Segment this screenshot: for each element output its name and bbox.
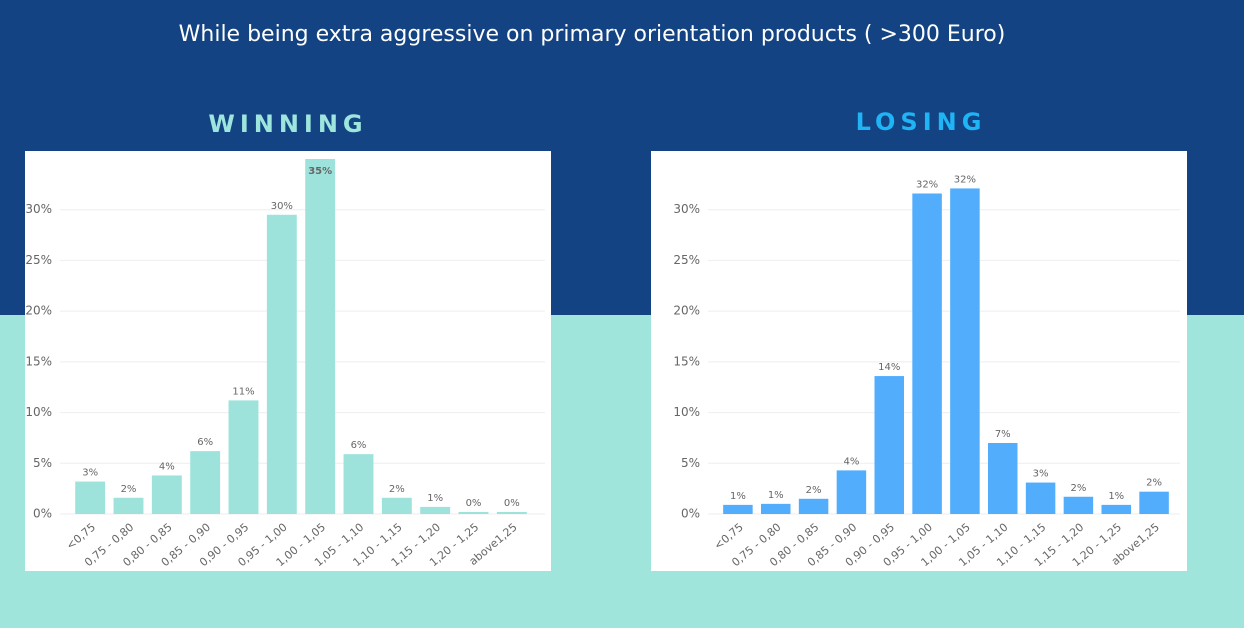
value-label: 2% [806, 485, 822, 496]
chart-title: LOSING [856, 108, 987, 136]
value-label: 2% [1146, 478, 1162, 489]
value-label: 11% [232, 386, 254, 397]
bar [75, 481, 106, 514]
value-label: 4% [159, 461, 175, 472]
value-label: 6% [197, 437, 213, 448]
y-tick-label: 10% [673, 405, 700, 419]
value-label: 0% [504, 498, 520, 509]
value-label: 32% [916, 179, 938, 190]
bar [305, 159, 336, 514]
value-label: 7% [995, 429, 1011, 440]
bar [113, 497, 144, 514]
chart-title: WINNING [208, 110, 367, 138]
bar [760, 503, 791, 514]
bar [496, 511, 527, 514]
y-tick-label: 15% [25, 354, 52, 368]
y-tick-label: 10% [25, 405, 52, 419]
y-tick-label: 30% [673, 202, 700, 216]
bar [266, 214, 297, 515]
value-label: 0% [466, 498, 482, 509]
bar [1139, 491, 1169, 514]
bar [420, 506, 451, 514]
value-label: 1% [427, 493, 443, 504]
y-tick-label: 25% [673, 253, 700, 267]
bar [912, 193, 942, 514]
value-label: 2% [121, 484, 137, 495]
y-tick-label: 15% [673, 354, 700, 368]
value-label: 32% [954, 174, 976, 185]
value-label: 1% [730, 491, 746, 502]
bar [228, 400, 259, 514]
value-label: 3% [1033, 469, 1049, 480]
y-tick-label: 20% [673, 304, 700, 318]
value-label: 35% [308, 166, 332, 177]
bar [1101, 504, 1132, 514]
y-tick-label: 30% [25, 202, 52, 216]
bar [381, 497, 412, 514]
bar [874, 376, 905, 514]
value-label: 4% [843, 456, 859, 467]
value-label: 30% [271, 201, 293, 212]
value-label: 1% [1108, 491, 1124, 502]
y-tick-label: 0% [681, 507, 700, 521]
y-tick-label: 0% [33, 507, 52, 521]
y-tick-label: 25% [25, 253, 52, 267]
bar [151, 475, 182, 514]
y-tick-label: 5% [681, 456, 700, 470]
y-tick-label: 20% [25, 304, 52, 318]
value-label: 2% [389, 484, 405, 495]
bar [836, 470, 867, 514]
bar [1063, 496, 1094, 514]
value-label: 3% [82, 468, 98, 479]
bar [723, 504, 753, 514]
bar [1025, 482, 1056, 514]
y-tick-label: 5% [33, 456, 52, 470]
value-label: 14% [878, 362, 900, 373]
value-label: 6% [351, 440, 367, 451]
value-label: 2% [1070, 483, 1086, 494]
bar [343, 454, 374, 514]
bar [987, 443, 1018, 514]
value-label: 1% [768, 490, 784, 501]
subtitle: While being extra aggressive on primary … [179, 22, 1006, 47]
bar [458, 511, 489, 514]
bar [190, 451, 221, 514]
bar [950, 188, 980, 514]
bar [798, 498, 829, 514]
